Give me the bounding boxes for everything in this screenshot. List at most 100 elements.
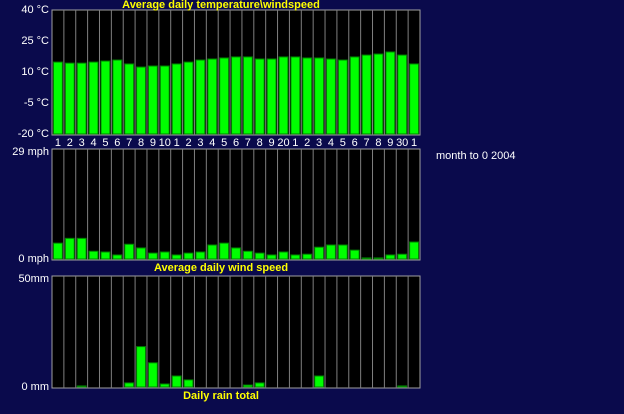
x-tick-label: 5 <box>102 137 108 149</box>
y-tick-label: 0 mph <box>18 253 49 265</box>
bar <box>278 251 289 260</box>
x-tick-label: 8 <box>375 137 381 149</box>
bar <box>183 252 194 260</box>
x-tick-label: 1 <box>174 137 180 149</box>
bar <box>254 58 265 135</box>
bar <box>124 382 135 388</box>
bar <box>302 57 313 135</box>
plot-area <box>51 275 421 389</box>
x-tick-label: 6 <box>114 137 120 149</box>
bar <box>242 56 253 135</box>
bar <box>219 57 230 135</box>
bar <box>112 254 123 260</box>
bar <box>76 237 87 260</box>
bar <box>100 251 111 260</box>
bar <box>231 247 241 260</box>
bar <box>349 56 360 135</box>
bar <box>171 63 182 135</box>
bar <box>53 61 63 135</box>
x-tick-label: 30 <box>396 137 408 149</box>
x-tick-label: 20 <box>277 137 289 149</box>
y-tick-label: 0 mm <box>22 381 50 393</box>
bar <box>337 244 348 260</box>
y-tick-label: -20 °C <box>18 128 49 140</box>
x-tick-label: 9 <box>269 137 275 149</box>
bar <box>278 56 289 135</box>
bar <box>159 383 170 388</box>
bar <box>326 58 336 135</box>
chart-title: Average daily wind speed <box>154 262 288 274</box>
bar <box>290 56 301 135</box>
bar <box>53 242 63 260</box>
bar <box>147 65 158 135</box>
x-tick-label: 2 <box>185 137 191 149</box>
bar <box>385 51 396 135</box>
x-tick-label: 3 <box>316 137 322 149</box>
bar <box>76 62 87 135</box>
bar <box>409 241 419 260</box>
bar <box>397 54 408 135</box>
annotation: month to 0 2004 <box>436 150 516 162</box>
bar <box>136 247 146 260</box>
x-tick-label: 7 <box>364 137 370 149</box>
bar <box>207 58 218 135</box>
y-tick-label: 25 °C <box>21 35 49 47</box>
bar <box>397 385 408 388</box>
bar <box>314 375 325 388</box>
bar <box>171 254 182 260</box>
bar <box>409 63 419 135</box>
bar <box>361 54 372 135</box>
x-tick-label: 9 <box>387 137 393 149</box>
x-tick-label: 4 <box>90 137 96 149</box>
x-tick-label: 4 <box>209 137 215 149</box>
bar <box>64 62 75 135</box>
bar <box>124 243 135 260</box>
bar <box>373 257 384 260</box>
x-tick-label: 4 <box>328 137 334 149</box>
bar <box>112 59 123 135</box>
bar <box>385 254 396 260</box>
bar <box>326 244 336 260</box>
bar <box>171 375 182 388</box>
bar <box>136 66 146 135</box>
bar <box>136 346 146 388</box>
x-tick-label: 5 <box>221 137 227 149</box>
bar <box>302 253 313 260</box>
x-tick-label: 1 <box>411 137 417 149</box>
bar <box>219 242 230 260</box>
x-tick-label: 2 <box>67 137 73 149</box>
bar <box>183 61 194 135</box>
x-tick-label: 10 <box>159 137 171 149</box>
x-tick-label: 8 <box>257 137 263 149</box>
y-tick-label: 10 °C <box>21 66 49 78</box>
bar <box>373 53 384 135</box>
bar <box>195 59 206 135</box>
bar <box>266 58 277 135</box>
bar <box>254 382 265 388</box>
bar <box>314 57 325 135</box>
bar <box>147 362 158 388</box>
x-tick-label: 3 <box>79 137 85 149</box>
x-tick-label: 1 <box>292 137 298 149</box>
bar <box>88 61 99 135</box>
plot-area <box>51 148 421 261</box>
bar <box>183 379 194 388</box>
bar <box>337 59 348 135</box>
y-tick-label: -5 °C <box>24 97 49 109</box>
x-tick-label: 8 <box>138 137 144 149</box>
y-tick-label: 40 °C <box>21 4 49 16</box>
bar <box>147 252 158 260</box>
bar <box>397 253 408 260</box>
x-tick-label: 5 <box>340 137 346 149</box>
bar <box>207 244 218 260</box>
bar <box>290 254 301 260</box>
chart-title: Average daily temperature\windspeed <box>122 0 320 11</box>
x-tick-label: 2 <box>304 137 310 149</box>
y-tick-label: 50mm <box>18 273 49 285</box>
x-tick-label: 6 <box>352 137 358 149</box>
bar <box>159 251 170 260</box>
y-tick-label: 29 mph <box>12 146 49 158</box>
bar <box>100 60 111 135</box>
bar <box>88 250 99 260</box>
